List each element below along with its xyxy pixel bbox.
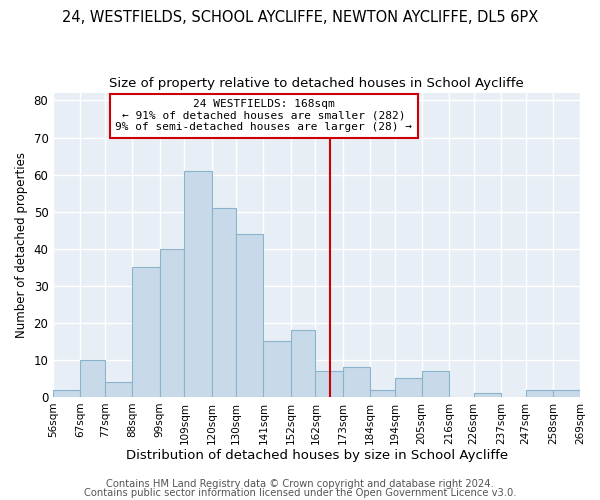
Text: Contains public sector information licensed under the Open Government Licence v3: Contains public sector information licen… xyxy=(84,488,516,498)
Bar xyxy=(105,382,133,397)
Y-axis label: Number of detached properties: Number of detached properties xyxy=(15,152,28,338)
Bar xyxy=(526,390,553,397)
Bar xyxy=(133,267,160,397)
Bar xyxy=(263,342,290,397)
Text: 24, WESTFIELDS, SCHOOL AYCLIFFE, NEWTON AYCLIFFE, DL5 6PX: 24, WESTFIELDS, SCHOOL AYCLIFFE, NEWTON … xyxy=(62,10,538,25)
Bar xyxy=(473,394,501,397)
Bar xyxy=(80,360,105,397)
Bar xyxy=(395,378,422,397)
Bar xyxy=(553,390,580,397)
Text: Contains HM Land Registry data © Crown copyright and database right 2024.: Contains HM Land Registry data © Crown c… xyxy=(106,479,494,489)
Bar xyxy=(160,248,184,397)
Bar xyxy=(343,368,370,397)
Bar xyxy=(53,390,80,397)
Text: 24 WESTFIELDS: 168sqm
← 91% of detached houses are smaller (282)
9% of semi-deta: 24 WESTFIELDS: 168sqm ← 91% of detached … xyxy=(115,99,412,132)
Title: Size of property relative to detached houses in School Aycliffe: Size of property relative to detached ho… xyxy=(109,78,524,90)
Bar xyxy=(290,330,316,397)
Bar xyxy=(184,171,212,397)
Bar xyxy=(422,371,449,397)
Bar xyxy=(370,390,395,397)
X-axis label: Distribution of detached houses by size in School Aycliffe: Distribution of detached houses by size … xyxy=(125,450,508,462)
Bar xyxy=(212,208,236,397)
Bar xyxy=(236,234,263,397)
Bar xyxy=(316,371,343,397)
